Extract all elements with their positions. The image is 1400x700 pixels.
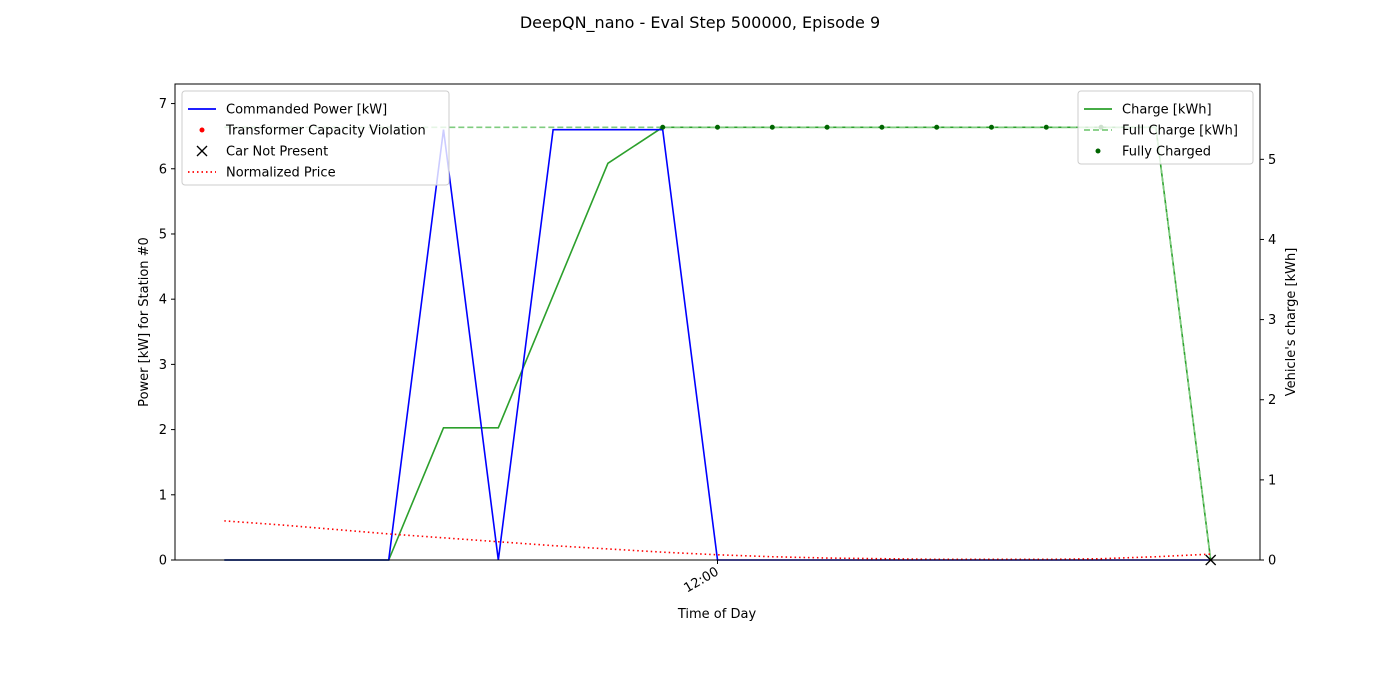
- legend-handle-car-not-present: [196, 145, 208, 157]
- y-left-tick-label: 1: [159, 488, 167, 503]
- y-left-tick-label: 6: [159, 162, 167, 177]
- legend-box: [1077, 90, 1254, 165]
- legend-label-commanded-power-kw: Commanded Power [kW]: [226, 103, 387, 118]
- y-left-tick-label: 5: [159, 227, 167, 242]
- chart-title: DeepQN_nano - Eval Step 500000, Episode …: [520, 13, 880, 33]
- y-right-tick-label: 5: [1268, 153, 1276, 168]
- legend-right: Charge [kWh] Full Charge [kWh] Fully Charg…: [1077, 90, 1254, 165]
- legend-left: Commanded Power [kW] Transformer Capacity…: [181, 90, 450, 186]
- legend-label-normalized-price: Normalized Price: [226, 166, 336, 181]
- legend-box: [181, 90, 450, 186]
- marker-fully-charged-7: [1043, 124, 1049, 130]
- legend-label-full-charge-kwh: Full Charge [kWh]: [1122, 124, 1238, 139]
- y-right-tick-label: 3: [1268, 313, 1276, 328]
- legend-label-fully-charged: Fully Charged: [1122, 145, 1211, 160]
- marker-fully-charged-4: [879, 124, 885, 130]
- y-right-tick-label: 0: [1268, 554, 1276, 569]
- legend-handle-fully-charged: [1095, 148, 1101, 154]
- y-axis-left-label: Power [kW] for Station #0: [137, 237, 152, 407]
- y-right-tick-label: 2: [1268, 393, 1276, 408]
- marker-fully-charged-0: [660, 124, 666, 130]
- y-right-tick-label: 1: [1268, 473, 1276, 488]
- marker-fully-charged-1: [715, 124, 720, 130]
- y-right-tick-label: 4: [1268, 233, 1276, 248]
- legend-label-transformer-capacity-violation: Transformer Capacity Violation: [225, 124, 426, 139]
- marker-fully-charged-3: [824, 124, 830, 130]
- y-left-tick-label: 4: [159, 293, 167, 308]
- y-left-tick-label: 7: [159, 97, 167, 112]
- y-axis-right-label: Vehicle's charge [kWh]: [1284, 248, 1299, 397]
- y-left-tick-label: 0: [159, 554, 167, 569]
- marker-fully-charged-5: [934, 124, 940, 130]
- x-axis-label: Time of Day: [677, 607, 757, 622]
- legend-label-charge-kwh: Charge [kWh]: [1122, 103, 1212, 118]
- legend-handle-transformer-capacity-violation: [199, 127, 205, 133]
- y-left-tick-label: 3: [159, 358, 167, 373]
- marker-fully-charged-2: [769, 124, 775, 130]
- marker-fully-charged-6: [988, 124, 994, 130]
- y-left-tick-label: 2: [159, 423, 167, 438]
- legend-label-car-not-present: Car Not Present: [226, 145, 328, 160]
